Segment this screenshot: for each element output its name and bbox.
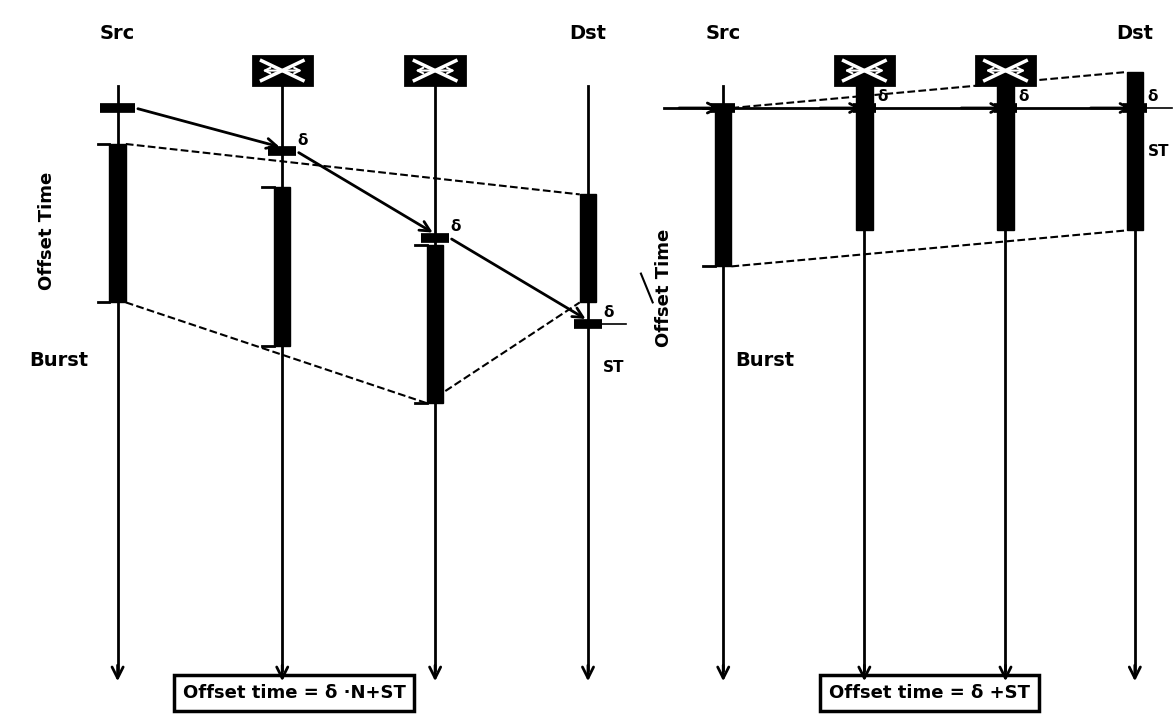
Text: Offset time = δ ·N+ST: Offset time = δ ·N+ST	[182, 684, 406, 702]
Text: δ: δ	[1148, 89, 1158, 104]
Text: Src: Src	[100, 24, 135, 43]
Text: Dst: Dst	[1116, 24, 1154, 43]
Bar	[1127, 72, 1143, 230]
Bar	[406, 56, 465, 85]
Bar	[835, 56, 894, 85]
Text: Offset time = δ +ST: Offset time = δ +ST	[829, 684, 1029, 702]
Text: Src: Src	[706, 24, 741, 43]
Text: Burst: Burst	[735, 351, 794, 369]
Bar	[580, 194, 596, 302]
Bar	[109, 144, 126, 302]
Bar	[976, 56, 1035, 85]
Text: δ: δ	[877, 89, 888, 104]
Text: Burst: Burst	[29, 351, 88, 369]
Text: δ: δ	[603, 305, 614, 320]
Text: Offset Time: Offset Time	[655, 229, 674, 347]
Text: Dst: Dst	[569, 24, 607, 43]
Text: ST: ST	[603, 360, 624, 375]
Bar	[274, 187, 290, 346]
Bar	[856, 72, 873, 230]
Text: Offset Time: Offset Time	[38, 171, 56, 289]
Text: δ: δ	[450, 219, 461, 234]
Text: ST: ST	[1148, 144, 1169, 159]
Bar	[427, 245, 443, 403]
Bar	[715, 108, 731, 266]
Text: δ: δ	[1018, 89, 1029, 104]
Text: δ: δ	[298, 132, 308, 148]
Bar	[997, 72, 1014, 230]
Bar	[253, 56, 312, 85]
